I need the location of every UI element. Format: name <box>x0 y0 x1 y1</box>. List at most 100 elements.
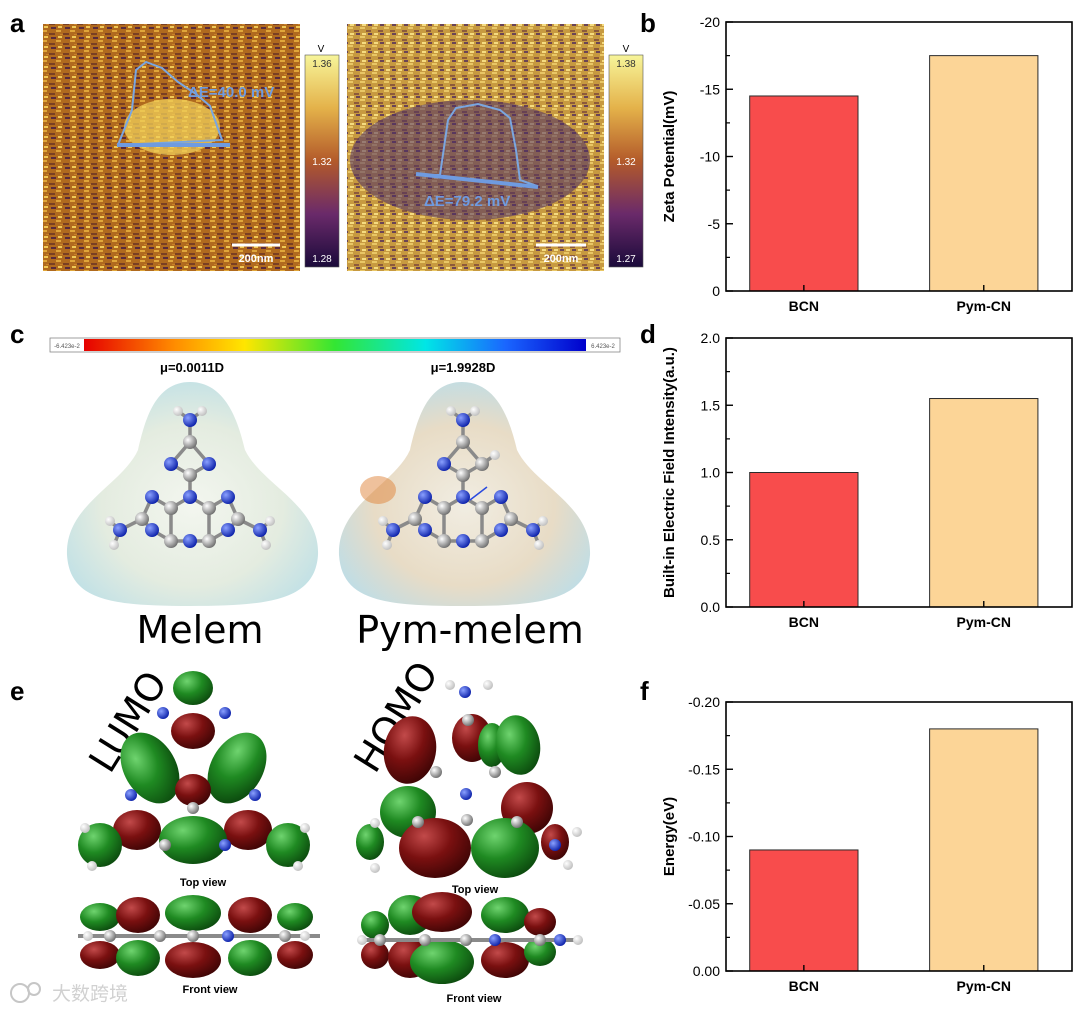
nitrogen-atom <box>164 457 178 471</box>
hydrogen-atom <box>370 818 380 828</box>
nitrogen-atom <box>386 523 400 537</box>
orbital-lobe-positive <box>495 715 541 775</box>
carbon-atom <box>456 435 470 449</box>
hydrogen-atom <box>83 931 93 941</box>
y-tick-label: 0.5 <box>701 532 721 548</box>
category-label: Pym-CN <box>957 614 1011 630</box>
nitrogen-atom <box>418 523 432 537</box>
bar-bcn <box>749 95 859 292</box>
nitrogen-atom <box>526 523 540 537</box>
orbital-lobe-negative <box>361 941 389 969</box>
orbital-lobe-positive <box>120 732 180 804</box>
homo-top-caption: Top view <box>452 884 499 896</box>
hydrogen-atom <box>534 540 544 550</box>
panel-label-a: a <box>10 8 25 38</box>
homo-front-view <box>357 892 583 984</box>
lumo-front-caption: Front view <box>182 984 237 996</box>
hydrogen-atom <box>300 931 310 941</box>
hydrogen-atom <box>378 516 388 526</box>
homo-top-view <box>356 680 582 878</box>
nitrogen-atom <box>494 523 508 537</box>
orbital-lobe-positive <box>481 897 529 933</box>
orbital-lobe-positive <box>207 732 267 804</box>
orbital-lobe-positive <box>266 823 310 867</box>
nitrogen-atom <box>456 490 470 504</box>
nitrogen-atom <box>219 707 231 719</box>
delta-e-bcn: ΔE=40.0 mV <box>188 84 274 101</box>
orbital-lobe-positive <box>356 824 384 860</box>
esp-color-scale: -6.423e-2 6.423e-2 <box>49 337 621 353</box>
hydrogen-atom <box>80 823 90 833</box>
hydrogen-atom <box>563 860 573 870</box>
y-axis-label: Zeta Potential(mV) <box>661 91 678 223</box>
y-tick-label: 2.0 <box>701 330 721 346</box>
orbital-lobe-positive <box>524 938 556 966</box>
scale-bar-bcn: 200nm <box>239 253 274 265</box>
carbon-atom <box>231 512 245 526</box>
orbital-lobe-negative <box>228 897 272 933</box>
carbon-atom <box>183 435 197 449</box>
svg-text:1.27: 1.27 <box>616 254 636 265</box>
carbon-atom <box>475 457 489 471</box>
molecule-name-pym: Pym-melem <box>356 608 583 652</box>
nitrogen-atom <box>221 490 235 504</box>
kpfm-profile-line-pym <box>416 102 538 187</box>
bar-bcn <box>749 849 859 972</box>
nitrogen-atom <box>437 457 451 471</box>
hydrogen-atom <box>470 406 480 416</box>
carbon-atom <box>504 512 518 526</box>
carbon-atom <box>187 802 199 814</box>
orbital-lobe-positive <box>80 903 120 931</box>
hydrogen-atom <box>538 516 548 526</box>
carbon-atom <box>279 930 291 942</box>
orbital-lobe-positive <box>361 911 389 939</box>
carbon-atom <box>164 501 178 515</box>
nitrogen-atom <box>145 523 159 537</box>
kpfm-image-bcn: ΔE=40.0 mV 200nm <box>43 24 300 271</box>
svg-text:1.28: 1.28 <box>312 254 332 265</box>
carbon-atom <box>202 534 216 548</box>
hydrogen-atom <box>483 680 493 690</box>
kpfm-image-pym: ΔE=79.2 mV 200nm <box>347 24 604 271</box>
carbon-atom <box>412 816 424 828</box>
orbital-lobe-negative <box>399 818 471 878</box>
nitrogen-atom <box>456 534 470 548</box>
carbon-atom <box>183 468 197 482</box>
nitrogen-atom <box>221 523 235 537</box>
orbital-lobe-negative <box>383 716 437 784</box>
carbon-atom <box>187 930 199 942</box>
nitrogen-atom <box>125 789 137 801</box>
dipole-melem: μ=0.0011D <box>160 360 224 375</box>
chart-built-in-field: BCN Pym-CN 0.0 0.5 1.0 1.5 2.0 Built-in Electri… <box>661 330 1073 630</box>
kpfm-profile-line <box>117 60 224 146</box>
hydrogen-atom <box>573 935 583 945</box>
hydrogen-atom <box>197 406 207 416</box>
hydrogen-atom <box>382 540 392 550</box>
carbon-atom <box>511 816 523 828</box>
orbital-lobe-negative <box>175 774 211 806</box>
nitrogen-atom <box>145 490 159 504</box>
carbon-atom <box>475 501 489 515</box>
y-tick-label: -0.10 <box>688 829 720 845</box>
orbital-lobe-positive <box>228 940 272 976</box>
nitrogen-atom <box>157 707 169 719</box>
carbon-atom <box>374 934 386 946</box>
hydrogen-atom <box>446 406 456 416</box>
orbital-lobe-positive <box>173 671 213 705</box>
carbon-atom <box>460 934 472 946</box>
svg-text:-6.423e-2: -6.423e-2 <box>54 344 80 350</box>
nitrogen-atom <box>460 788 472 800</box>
colorbar-pym: V 1.38 1.32 1.27 <box>608 44 644 268</box>
kpfm-line-scan-pym <box>415 172 539 189</box>
bar-pym-cn <box>929 728 1039 972</box>
carbon-atom <box>104 930 116 942</box>
orbital-lobe-negative <box>171 713 215 749</box>
y-tick-label: -5 <box>708 216 721 232</box>
orbital-lobe-negative <box>116 897 160 933</box>
carbon-atom <box>461 814 473 826</box>
hydrogen-atom <box>293 861 303 871</box>
carbon-atom <box>534 934 546 946</box>
orbital-lobe-positive <box>78 823 122 867</box>
nitrogen-atom <box>494 490 508 504</box>
hydrogen-atom <box>572 827 582 837</box>
